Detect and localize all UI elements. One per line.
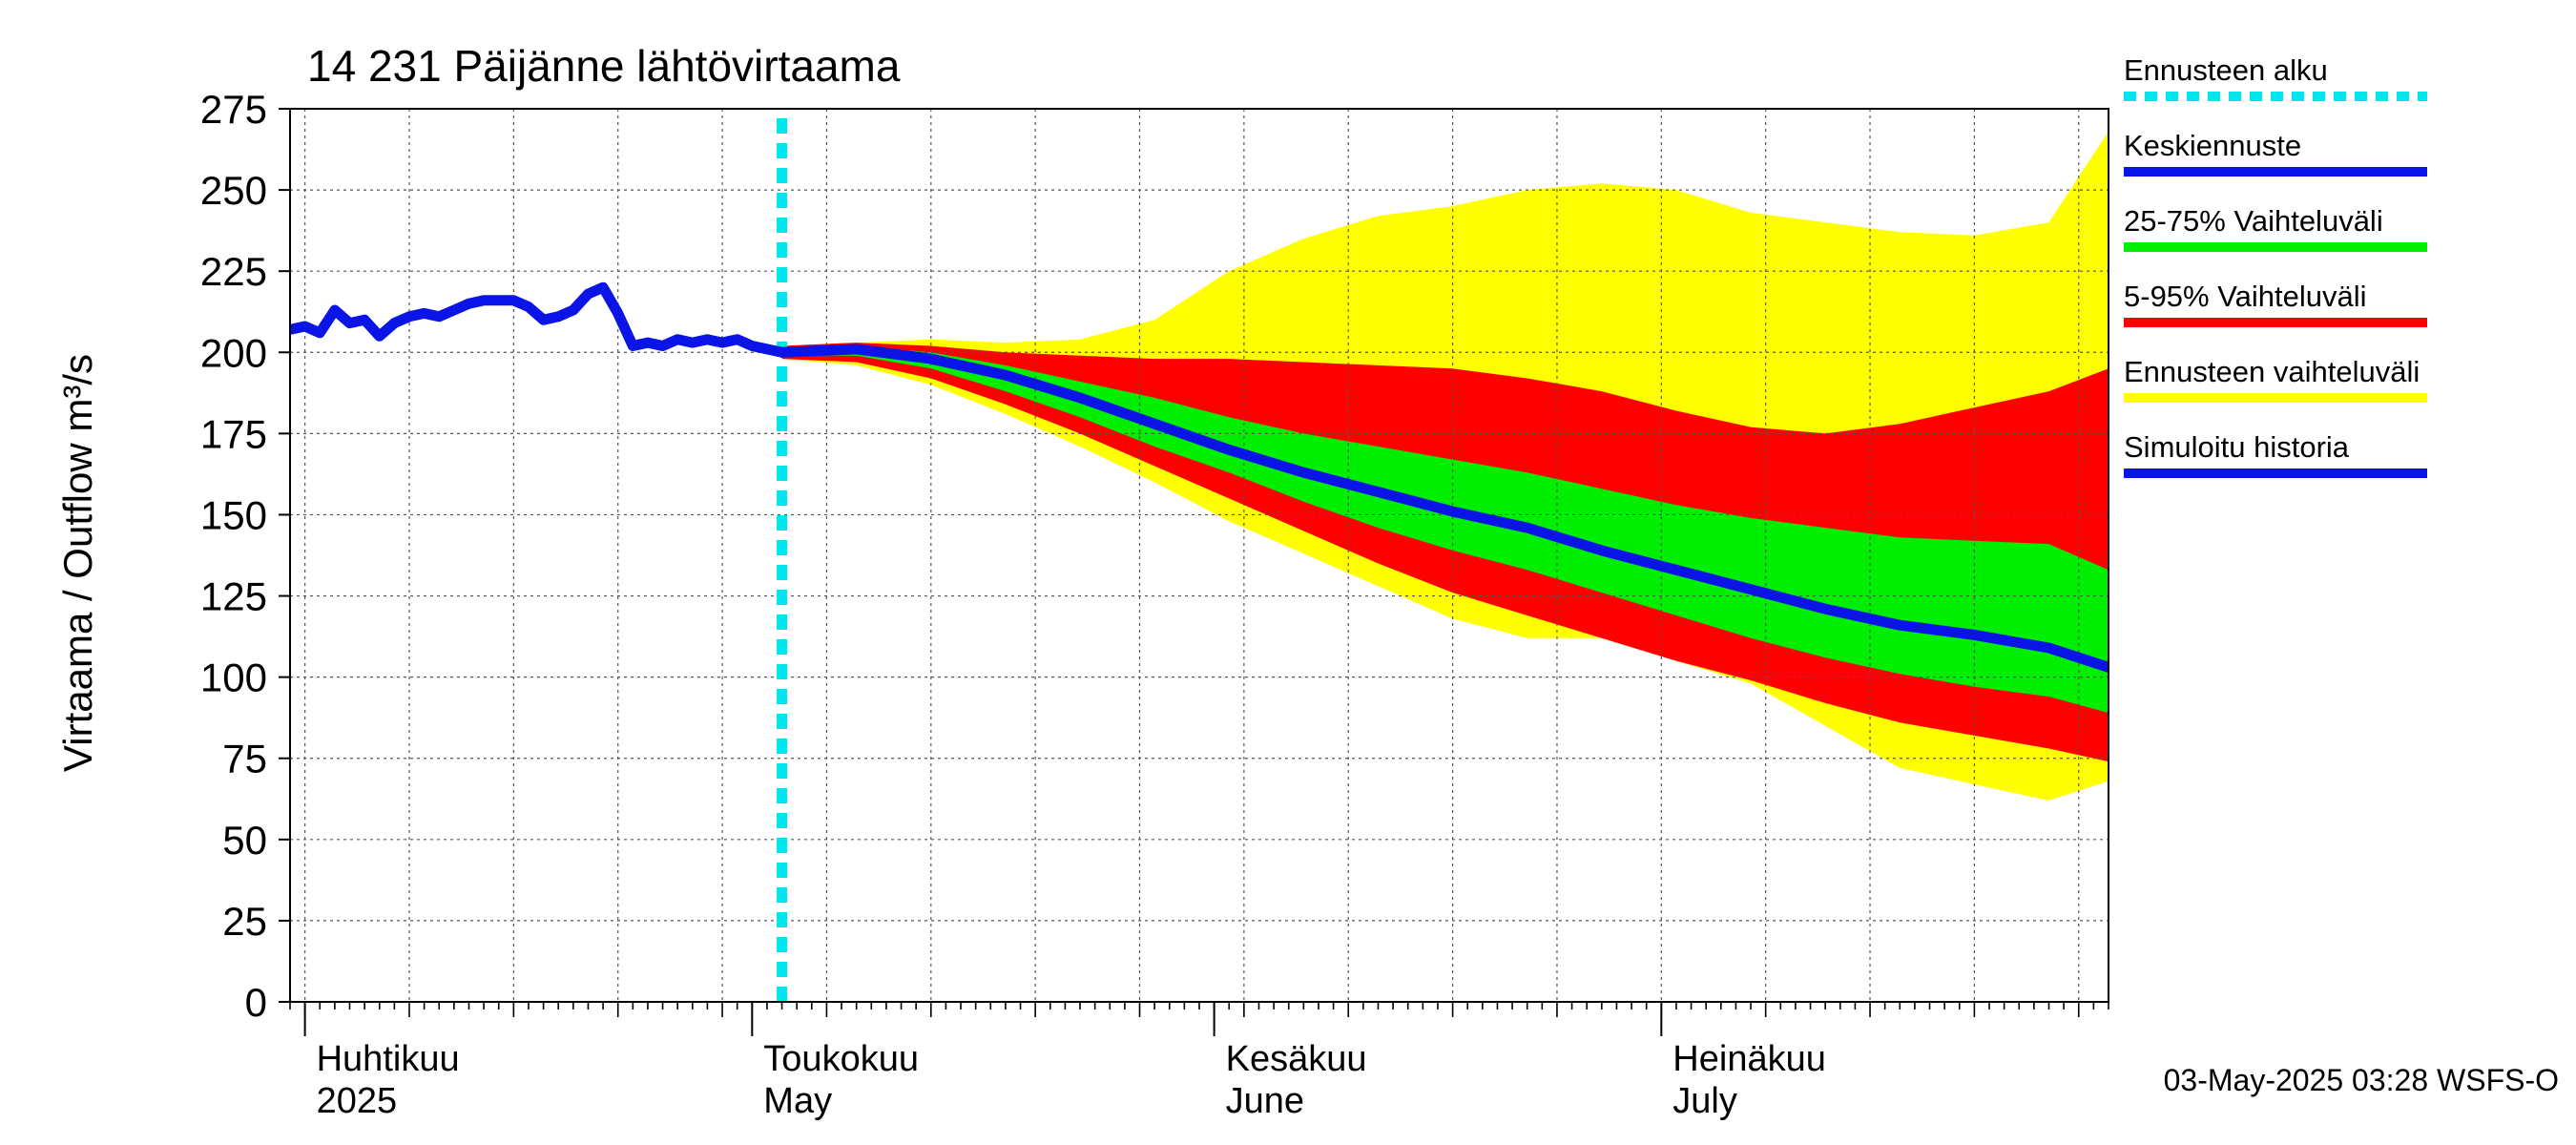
month-label-en: June — [1226, 1081, 1304, 1121]
y-axis-label: Virtaama / Outflow m³/s — [55, 354, 100, 772]
y-tick-label: 75 — [222, 737, 267, 781]
y-tick-label: 175 — [200, 411, 267, 456]
y-tick-label: 0 — [245, 980, 267, 1025]
footer-timestamp: 03-May-2025 03:28 WSFS-O — [2164, 1063, 2559, 1097]
y-tick-label: 100 — [200, 656, 267, 700]
legend: Ennusteen alku Keskiennuste 25-75% Vaihtel… — [2124, 53, 2427, 478]
median-forecast-line — [777, 344, 2109, 673]
y-tick-label: 250 — [200, 168, 267, 213]
y-tick-label: 225 — [200, 249, 267, 294]
y-tick-label: 275 — [200, 87, 267, 132]
legend-label: Ennusteen vaihteluväli — [2124, 355, 2420, 388]
month-label-fi: Huhtikuu — [317, 1039, 460, 1079]
band-25-75 — [781, 345, 2109, 714]
legend-label: Keskiennuste — [2124, 129, 2301, 162]
legend-label: Ennusteen alku — [2124, 53, 2328, 87]
month-label-en: July — [1672, 1081, 1737, 1121]
forecast-lines — [290, 118, 2109, 1002]
y-tick-label: 200 — [200, 330, 267, 375]
y-tick-label: 150 — [200, 492, 267, 537]
month-label-en: 2025 — [317, 1081, 398, 1121]
legend-label: Simuloitu historia — [2124, 430, 2350, 464]
legend-label: 25-75% Vaihteluväli — [2124, 204, 2383, 238]
band-5-95 — [781, 343, 2109, 762]
plot-grid — [290, 109, 2109, 1002]
month-label-fi: Toukokuu — [763, 1039, 919, 1079]
y-axis: 0 25 50 75 100 125 150 175 200 225 250 275 — [200, 87, 290, 1025]
y-tick-label: 50 — [222, 818, 267, 863]
month-label-fi: Kesäkuu — [1226, 1039, 1367, 1079]
legend-label: 5-95% Vaihteluväli — [2124, 280, 2366, 313]
forecast-bands — [781, 131, 2109, 802]
history-series-line — [290, 281, 788, 358]
y-tick-label: 25 — [222, 899, 267, 944]
chart-title: 14 231 Päijänne lähtövirtaama — [307, 41, 901, 91]
month-label-fi: Heinäkuu — [1672, 1039, 1826, 1079]
month-label-en: May — [763, 1081, 832, 1121]
y-tick-label: 125 — [200, 574, 267, 619]
